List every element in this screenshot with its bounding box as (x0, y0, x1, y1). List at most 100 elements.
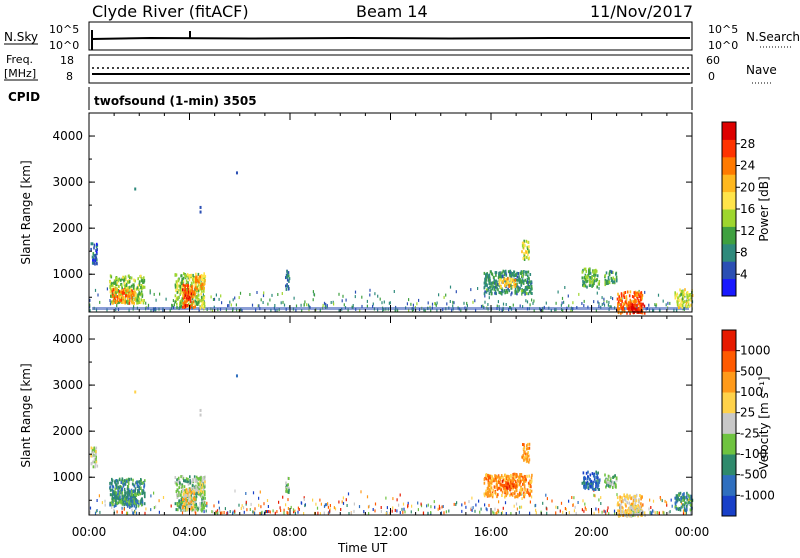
echo-cell (585, 280, 587, 284)
echo-cell (187, 477, 189, 481)
echo-cell (525, 454, 527, 458)
echo-cell (568, 499, 570, 503)
echo-cell (115, 291, 117, 294)
echo-cell (520, 491, 523, 495)
echo-cell (239, 291, 242, 295)
echo-cell (519, 492, 521, 496)
echo-cell (392, 506, 394, 510)
echo-cell (635, 291, 637, 295)
echo-cell (150, 494, 152, 498)
echo-cell (490, 481, 493, 485)
echo-cell (679, 288, 681, 292)
echo-cell (622, 506, 624, 510)
echo-cell (133, 305, 135, 309)
echo-cell (122, 301, 125, 304)
echo-cell (197, 299, 199, 303)
echo-cell (90, 247, 92, 251)
echo-cell (133, 511, 135, 515)
echo-cell (616, 478, 618, 482)
echo-cell (201, 301, 204, 305)
x-tick-label: 00:00 (675, 525, 710, 539)
echo-cell (141, 482, 143, 485)
echo-cell (94, 288, 97, 292)
echo-cell (139, 481, 141, 484)
echo-cell (126, 289, 128, 293)
echo-cell (524, 488, 526, 492)
echo-cell (137, 293, 139, 297)
echo-cell (593, 282, 595, 286)
echo-cell (529, 489, 531, 492)
echo-cell (92, 258, 94, 262)
echo-cell (500, 291, 502, 295)
colorbar-swatch (722, 433, 736, 455)
echo-cell (89, 309, 91, 313)
echo-cell (199, 487, 202, 491)
freq-tick-bottom: 8 (66, 70, 73, 83)
echo-cell (319, 512, 321, 516)
echo-cell (528, 285, 531, 288)
echo-cell (283, 508, 285, 512)
echo-cell (573, 509, 575, 513)
echo-cell (629, 305, 632, 309)
echo-cell (642, 510, 644, 514)
echo-cell (260, 298, 262, 302)
echo-cell (622, 510, 625, 514)
echo-cell (192, 502, 194, 506)
echo-cell (590, 482, 592, 485)
echo-cell (112, 502, 114, 506)
echo-cell (634, 305, 636, 309)
time-axis: 00:00 04:00 08:00 12:00 16:00 20:00 00:00 (72, 525, 710, 539)
echo-cell (583, 476, 585, 480)
echo-cell (589, 281, 591, 285)
echo-cell (624, 511, 627, 515)
echo-cell (518, 510, 520, 514)
echo-cell (121, 286, 123, 290)
echo-cell (203, 283, 205, 287)
echo-cell (312, 498, 314, 502)
echo-cell (139, 301, 142, 305)
echo-cell (115, 495, 118, 499)
echo-cell (604, 280, 606, 284)
colorbar-tick-label: -100 (740, 447, 767, 461)
echo-cell (123, 299, 125, 303)
echo-cell (526, 452, 528, 456)
echo-cell (118, 294, 120, 298)
echo-cell (515, 502, 518, 506)
echo-cell (109, 299, 111, 302)
echo-cell (393, 290, 395, 293)
echo-cell (562, 309, 564, 312)
echo-cell (197, 490, 200, 494)
echo-cell (137, 484, 140, 488)
echo-cell (627, 506, 630, 510)
echo-cell (323, 511, 325, 515)
echo-cell (514, 476, 516, 479)
echo-cell (690, 303, 692, 307)
echo-cell (196, 295, 199, 299)
echo-cell (463, 301, 465, 305)
echo-cell (190, 487, 193, 491)
echo-cell (139, 492, 141, 496)
echo-cell (474, 509, 476, 513)
echo-cell (439, 506, 441, 510)
echo-cell (453, 301, 455, 305)
echo-cell (517, 478, 519, 482)
echo-cell (359, 308, 361, 312)
echo-cell (114, 487, 117, 491)
echo-cell (520, 486, 523, 490)
echo-cell (260, 505, 262, 509)
echo-cell (526, 300, 529, 304)
echo-cell (292, 508, 295, 512)
echo-cell (183, 291, 185, 295)
echo-cell (676, 303, 679, 307)
echo-cell (326, 503, 328, 507)
echo-cell (136, 301, 138, 305)
echo-cell (659, 496, 661, 499)
echo-cell (690, 294, 692, 298)
echo-cell (555, 511, 557, 515)
echo-cell (174, 283, 177, 287)
echo-cell (502, 290, 504, 294)
echo-cell (515, 489, 518, 493)
echo-cell (127, 288, 129, 292)
echo-cell (186, 498, 189, 502)
echo-cell (109, 493, 112, 497)
